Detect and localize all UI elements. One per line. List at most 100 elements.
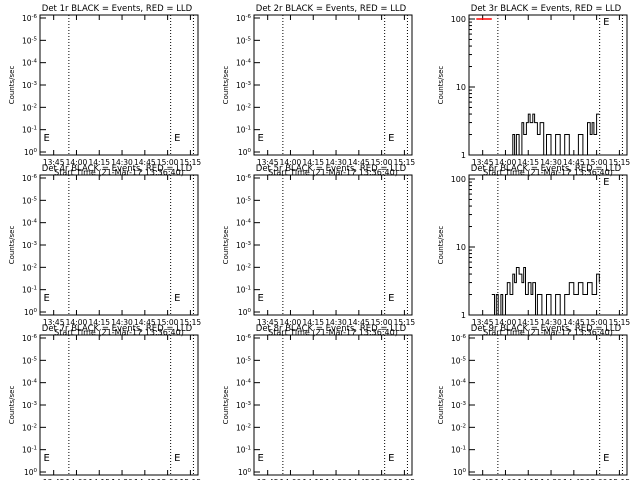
x-tick-label: 13:45	[472, 318, 494, 327]
y-tick-label: 10-2	[22, 263, 37, 272]
e-marker: E	[388, 133, 394, 144]
chart-panel-1: Det 1r BLACK = Events, RED = LLD Counts/s…	[8, 4, 201, 177]
y-tick-label: 10	[456, 243, 466, 252]
x-axis-label: Start Time (21-Mar-17 13:36:40)	[54, 168, 184, 177]
y-tick-label: 10-6	[236, 14, 252, 23]
x-tick-label: 15:15	[609, 318, 631, 327]
y-tick-label: 10-4	[236, 219, 252, 228]
e-marker: E	[174, 133, 180, 144]
x-tick-label: 15:00	[371, 158, 393, 167]
x-tick-label: 13:45	[257, 158, 279, 167]
y-tick-label: 10-5	[236, 36, 252, 45]
e-marker: E	[174, 293, 180, 304]
x-tick-label: 14:00	[280, 158, 302, 167]
x-tick-label: 15:15	[394, 318, 416, 327]
x-tick-label: 14:30	[111, 158, 133, 167]
y-axis-label: Counts/sec	[222, 386, 230, 425]
x-tick-label: 15:15	[394, 478, 416, 480]
e-marker: E	[388, 293, 394, 304]
y-tick-label: 100	[451, 175, 466, 184]
plot-frame	[468, 174, 628, 316]
y-tick-label: 10-3	[236, 241, 252, 250]
x-axis-label: Start Time (21-Mar-17 13:36:40)	[54, 328, 184, 337]
x-tick-label: 13:45	[43, 478, 65, 480]
x-tick-label: 14:45	[563, 478, 585, 480]
y-tick-label: 10-5	[22, 356, 38, 365]
y-axis-label: Counts/sec	[222, 226, 230, 265]
x-tick-label: 15:00	[371, 478, 393, 480]
y-tick-label: 10-5	[22, 36, 38, 45]
x-tick-label: 13:45	[257, 318, 279, 327]
x-tick-label: 14:30	[111, 478, 133, 480]
x-tick-label: 14:00	[66, 478, 88, 480]
chart-panel-4: Det 4r BLACK = Events, RED = LLD Counts/s…	[8, 164, 201, 337]
x-tick-label: 15:00	[586, 318, 608, 327]
x-axis-label: Start Time (21-Mar-17 13:36:40)	[268, 168, 398, 177]
y-axis-label: Counts/sec	[8, 226, 16, 265]
x-tick-label: 15:15	[394, 158, 416, 167]
x-tick-label: 14:45	[134, 478, 156, 480]
y-tick-label: 10-1	[236, 126, 251, 135]
chart-title: Det 7r BLACK = Events, RED = LLD	[42, 324, 193, 334]
x-tick-label: 14:00	[495, 478, 517, 480]
chart-title: Det 9r BLACK = Events, RED = LLD	[471, 324, 622, 334]
y-tick-label: 10-6	[22, 174, 38, 183]
series-line-1	[510, 113, 600, 156]
chart-panel-5: Det 5r BLACK = Events, RED = LLD Counts/s…	[222, 164, 415, 337]
x-tick-label: 14:15	[517, 158, 539, 167]
y-tick-label: 10-5	[236, 196, 252, 205]
x-tick-label: 14:00	[495, 318, 517, 327]
y-tick-label: 1	[461, 311, 466, 320]
x-tick-label: 13:45	[43, 318, 65, 327]
y-tick-label: 10-2	[22, 103, 37, 112]
x-tick-label: 14:30	[540, 478, 562, 480]
x-tick-label: 14:00	[280, 478, 302, 480]
x-tick-label: 14:15	[302, 158, 324, 167]
x-tick-label: 15:15	[180, 318, 202, 327]
e-marker: E	[603, 17, 609, 28]
x-tick-label: 14:15	[302, 318, 324, 327]
e-marker: E	[603, 453, 609, 464]
y-tick-label: 10-6	[451, 334, 467, 343]
plot-frame	[468, 14, 628, 156]
y-tick-label: 10-1	[22, 126, 37, 135]
x-axis-label: Start Time (21-Mar-17 13:36:40)	[483, 168, 613, 177]
x-tick-label: 14:15	[88, 158, 110, 167]
y-tick-label: 100	[238, 148, 252, 157]
x-tick-label: 14:00	[280, 318, 302, 327]
x-tick-label: 14:00	[495, 158, 517, 167]
y-tick-label: 10-3	[236, 401, 252, 410]
y-tick-label: 10-5	[22, 196, 38, 205]
y-tick-label: 10-3	[236, 81, 252, 90]
y-axis-label: Counts/sec	[8, 386, 16, 425]
chart-title: Det 6r BLACK = Events, RED = LLD	[471, 164, 622, 174]
x-tick-label: 14:15	[517, 478, 539, 480]
y-tick-label: 10-4	[22, 379, 38, 388]
x-tick-label: 14:00	[66, 318, 88, 327]
y-tick-label: 10-6	[236, 334, 252, 343]
x-tick-label: 14:15	[88, 318, 110, 327]
e-marker: E	[44, 293, 50, 304]
y-tick-label: 10-4	[236, 379, 252, 388]
series-line-1	[491, 267, 600, 316]
x-tick-label: 15:15	[180, 158, 202, 167]
e-marker: E	[258, 453, 264, 464]
x-tick-label: 14:45	[563, 158, 585, 167]
x-tick-label: 15:00	[586, 478, 608, 480]
chart-title: Det 5r BLACK = Events, RED = LLD	[256, 164, 407, 174]
y-axis-label: Counts/sec	[222, 66, 230, 105]
chart-title: Det 8r BLACK = Events, RED = LLD	[256, 324, 407, 334]
y-axis-label: Counts/sec	[437, 386, 445, 425]
x-tick-label: 14:45	[348, 478, 370, 480]
y-tick-label: 10-3	[22, 401, 38, 410]
chart-panel-3: Det 3r BLACK = Events, RED = LLD Counts/s…	[437, 4, 630, 177]
x-tick-label: 15:00	[157, 158, 179, 167]
chart-title: Det 1r BLACK = Events, RED = LLD	[42, 4, 193, 14]
x-tick-label: 14:30	[540, 318, 562, 327]
chart-panel-6: Det 6r BLACK = Events, RED = LLD Counts/s…	[437, 164, 630, 337]
y-tick-label: 10-4	[236, 59, 252, 68]
y-axis-label: Counts/sec	[437, 226, 445, 265]
chart-title: Det 4r BLACK = Events, RED = LLD	[42, 164, 193, 174]
y-tick-label: 10	[456, 83, 466, 92]
y-tick-label: 10-3	[451, 401, 467, 410]
